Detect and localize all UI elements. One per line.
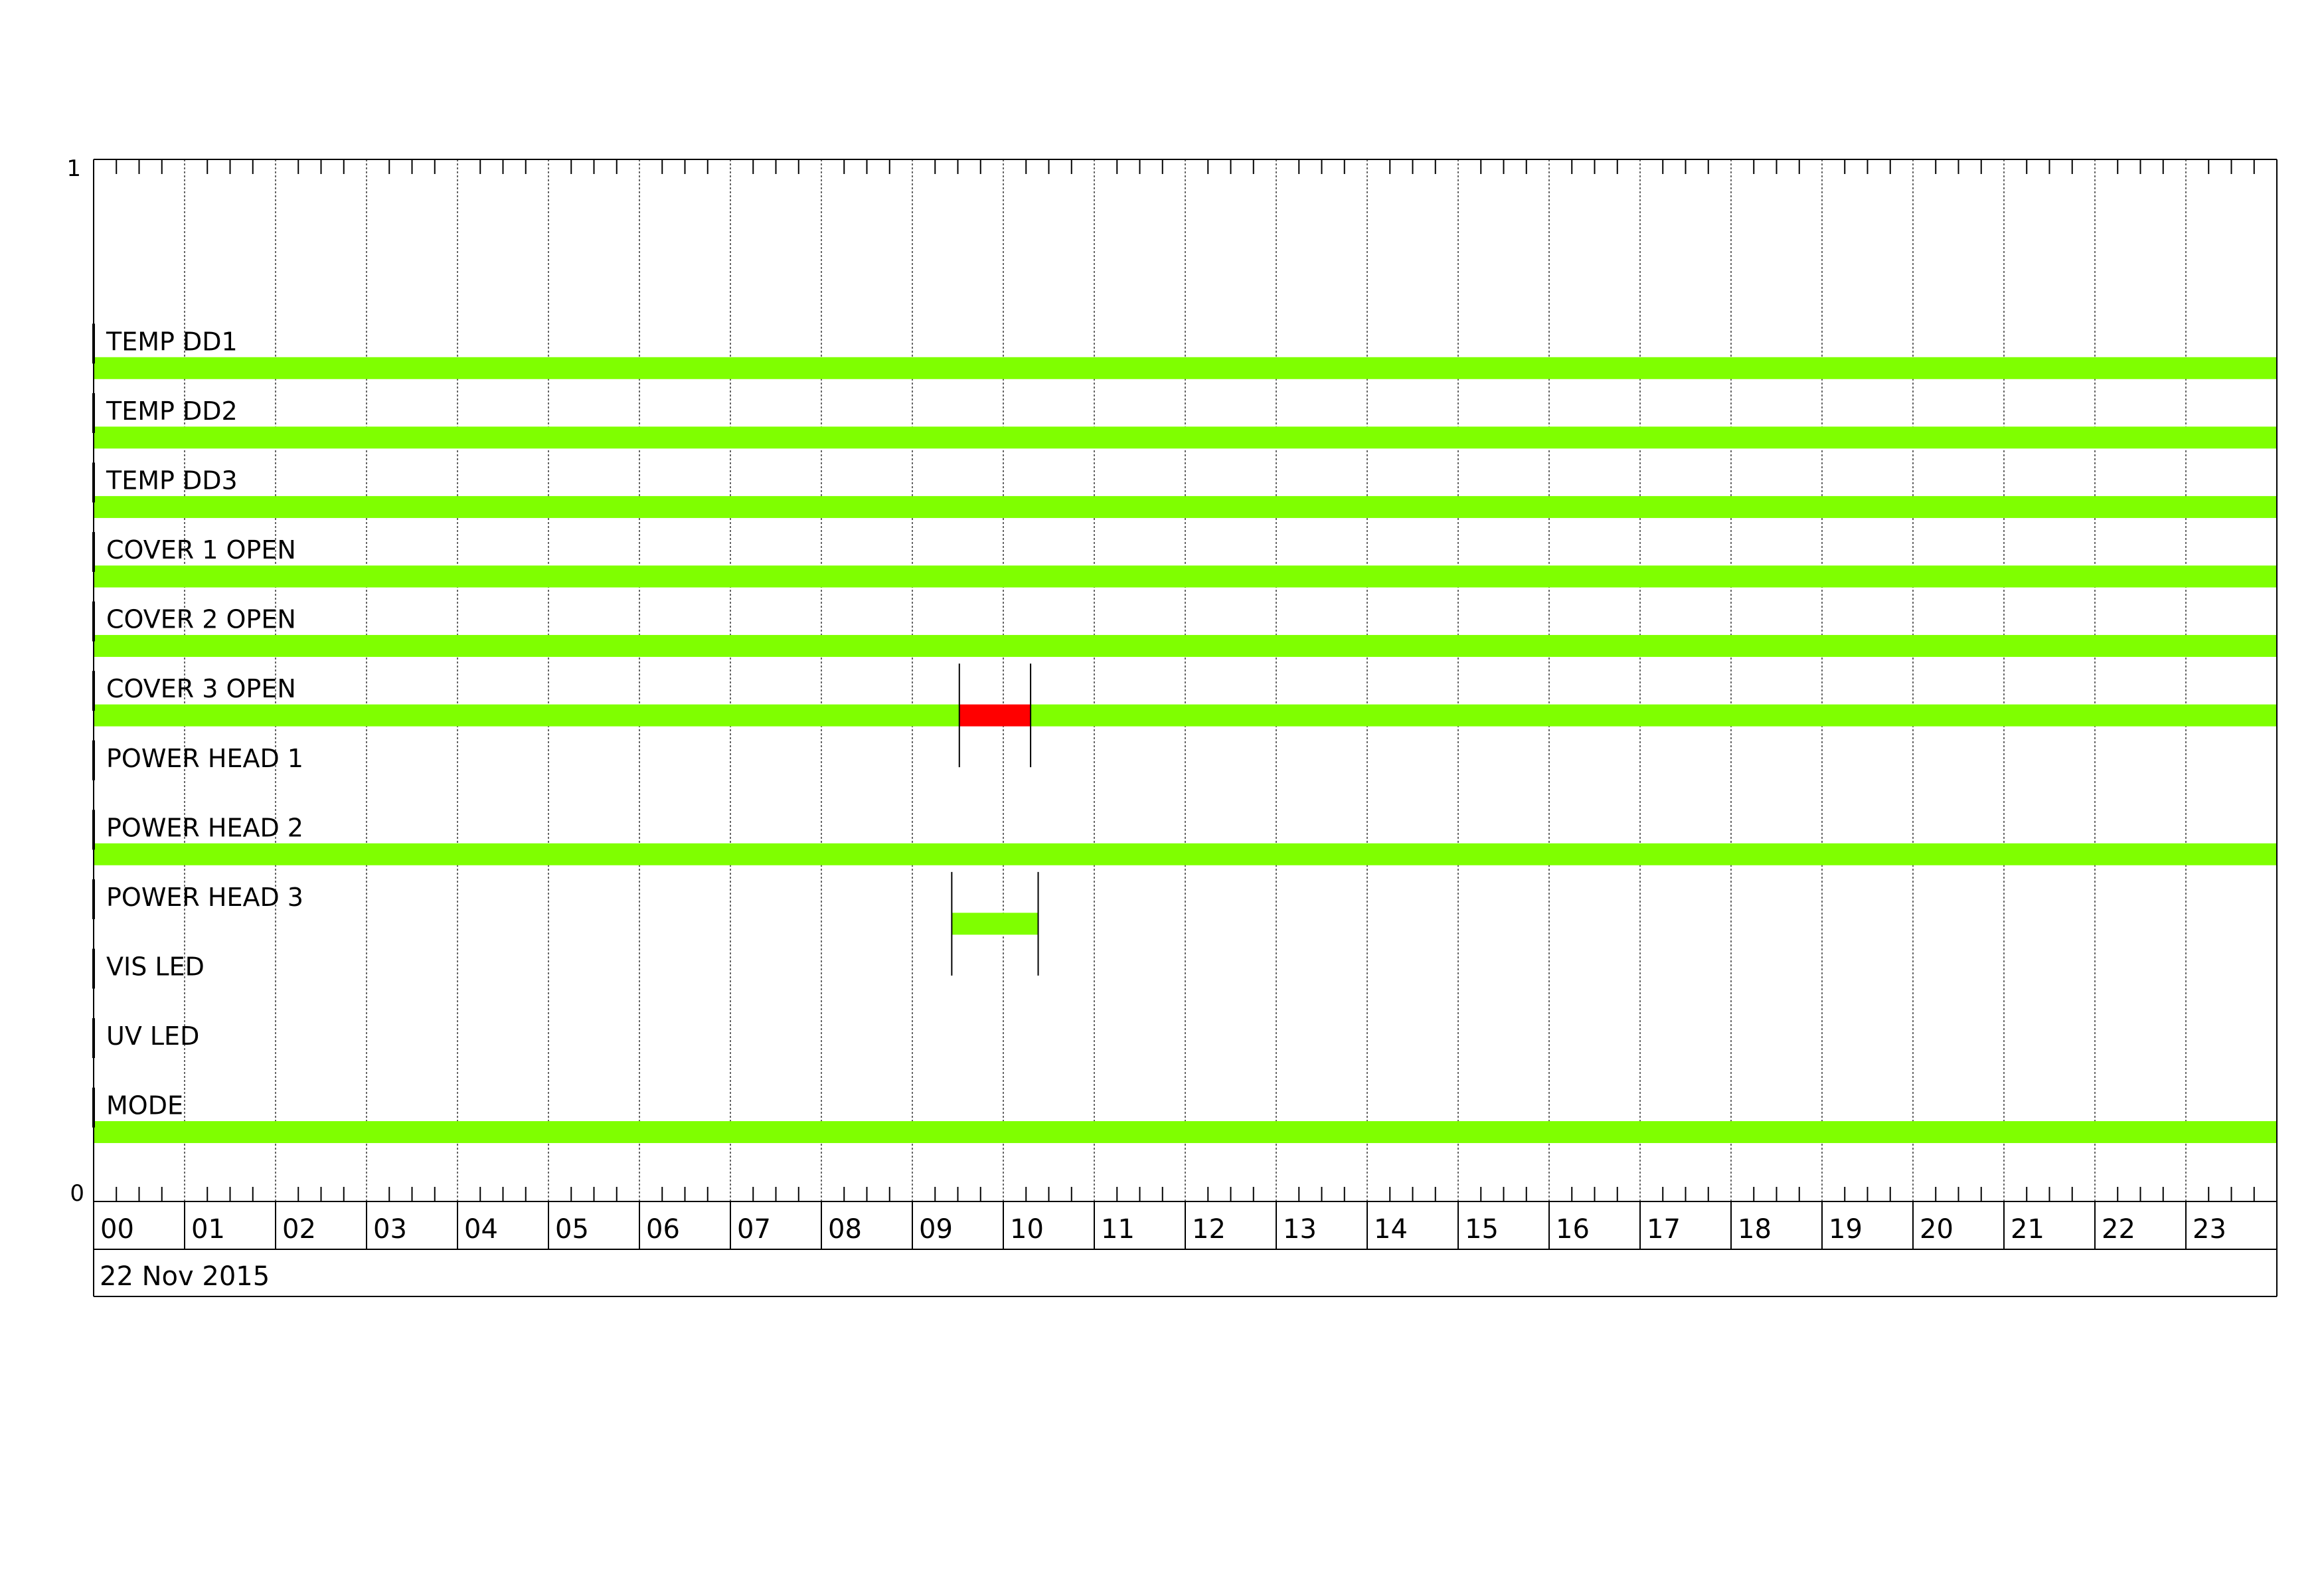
x-tick-label: 05 [555, 1214, 589, 1245]
x-tick-label: 00 [100, 1214, 134, 1245]
x-tick-label: 23 [2193, 1214, 2226, 1245]
x-tick-label: 19 [1829, 1214, 1863, 1245]
x-tick-label: 22 [2102, 1214, 2135, 1245]
x-tick-label: 13 [1283, 1214, 1317, 1245]
x-tick-label: 09 [919, 1214, 953, 1245]
row-label: COVER 1 OPEN [106, 535, 296, 565]
y-tick-label-top: 1 [66, 155, 81, 182]
status-segment-alarm [959, 704, 1031, 727]
x-tick-label: 12 [1192, 1214, 1226, 1245]
x-tick-label: 20 [1920, 1214, 1953, 1245]
status-segment-ok [94, 565, 2277, 588]
x-tick-label: 15 [1465, 1214, 1499, 1245]
row-label: COVER 3 OPEN [106, 674, 296, 703]
row-label: POWER HEAD 2 [106, 813, 303, 842]
x-tick-label: 17 [1647, 1214, 1681, 1245]
x-tick-label: 01 [191, 1214, 225, 1245]
row-label: UV LED [106, 1021, 199, 1051]
x-tick-label: 18 [1738, 1214, 1772, 1245]
row-label: POWER HEAD 3 [106, 883, 303, 912]
status-segment-ok [94, 1121, 2277, 1144]
x-tick-label: 14 [1374, 1214, 1408, 1245]
status-segment-ok [94, 635, 2277, 658]
x-tick-label: 11 [1101, 1214, 1135, 1245]
x-tick-label: 06 [646, 1214, 680, 1245]
row-label: COVER 2 OPEN [106, 605, 296, 634]
x-tick-label: 10 [1010, 1214, 1044, 1245]
status-segment-ok [1031, 704, 2277, 727]
row-label: VIS LED [106, 952, 205, 981]
status-bars [94, 357, 2277, 1144]
row-label: MODE [106, 1091, 183, 1120]
x-tick-label: 16 [1556, 1214, 1590, 1245]
axes: 00 01 02 03 04 05 06 07 08 09 10 11 12 13 14 15 16 17 18 19… [92, 159, 2278, 1297]
x-tick-label: 07 [737, 1214, 771, 1245]
x-tick-label: 03 [373, 1214, 407, 1245]
row-label: TEMP DD1 [106, 327, 238, 356]
status-segment-ok [94, 704, 959, 727]
status-segment-ok [952, 913, 1038, 935]
row-label: TEMP DD3 [106, 466, 238, 495]
gridlines [184, 159, 2187, 1201]
status-segment-ok [94, 426, 2277, 449]
x-tick-label: 04 [464, 1214, 498, 1245]
y-tick-label-bottom: 0 [70, 1180, 84, 1207]
x-tick-label: 21 [2011, 1214, 2044, 1245]
date-label: 22 Nov 2015 [100, 1261, 270, 1292]
x-tick-label: 08 [828, 1214, 862, 1245]
row-labels: TEMP DD1 TEMP DD2 TEMP DD3 COVER 1 OPEN COVE… [106, 327, 303, 1120]
status-segment-ok [94, 495, 2277, 518]
row-label: POWER HEAD 1 [106, 744, 303, 773]
row-label: TEMP DD2 [106, 397, 238, 426]
x-tick-label: 02 [282, 1214, 316, 1245]
status-segment-ok [94, 843, 2277, 865]
status-segment-ok [94, 357, 2277, 379]
